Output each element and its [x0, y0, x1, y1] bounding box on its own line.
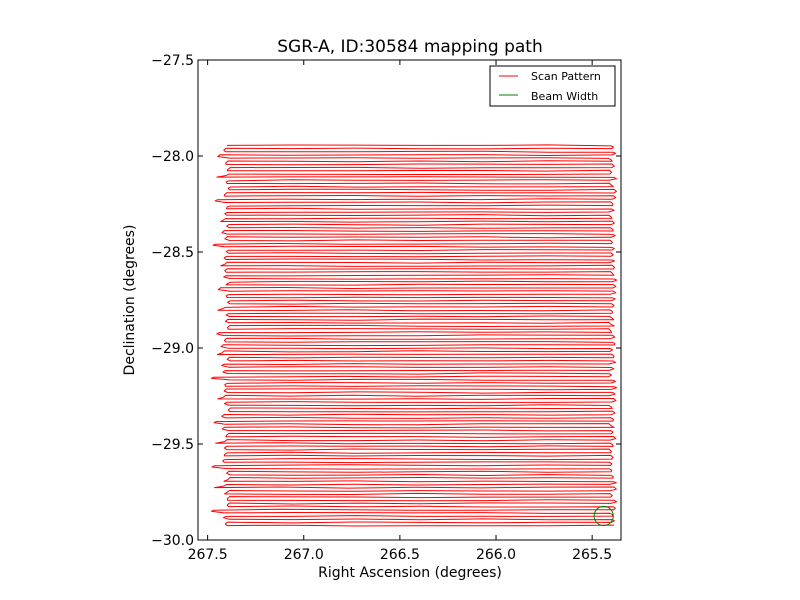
legend-label-beam-width: Beam Width	[531, 90, 598, 103]
x-axis-label: Right Ascension (degrees)	[318, 565, 502, 581]
beam-width-circle	[593, 505, 614, 527]
y-tick-label: −28.0	[151, 149, 194, 165]
legend: Scan Pattern Beam Width	[489, 65, 616, 107]
x-tick-label: 265.5	[572, 547, 612, 563]
x-tick-label: 267.0	[284, 547, 324, 563]
chart-title: SGR-A, ID:30584 mapping path	[277, 37, 543, 57]
x-tick-label: 266.0	[476, 547, 516, 563]
data-layer	[210, 144, 618, 527]
x-tick-label: 266.5	[380, 547, 420, 563]
scan-pattern-line	[210, 144, 618, 527]
y-tick-label: −27.5	[151, 53, 194, 69]
y-tick-label: −28.5	[151, 245, 194, 261]
y-axis-label: Declination (degrees)	[122, 225, 138, 376]
x-tick-label: 267.5	[188, 547, 228, 563]
legend-label-scan-pattern: Scan Pattern	[531, 70, 601, 83]
x-axis: 267.5 267.0 266.5 266.0 265.5	[188, 60, 612, 563]
legend-box	[489, 65, 616, 107]
y-tick-label: −29.0	[151, 341, 194, 357]
plot-frame	[197, 59, 622, 541]
y-tick-label: −30.0	[151, 533, 194, 549]
plot-area	[198, 60, 621, 540]
y-tick-label: −29.5	[151, 437, 194, 453]
